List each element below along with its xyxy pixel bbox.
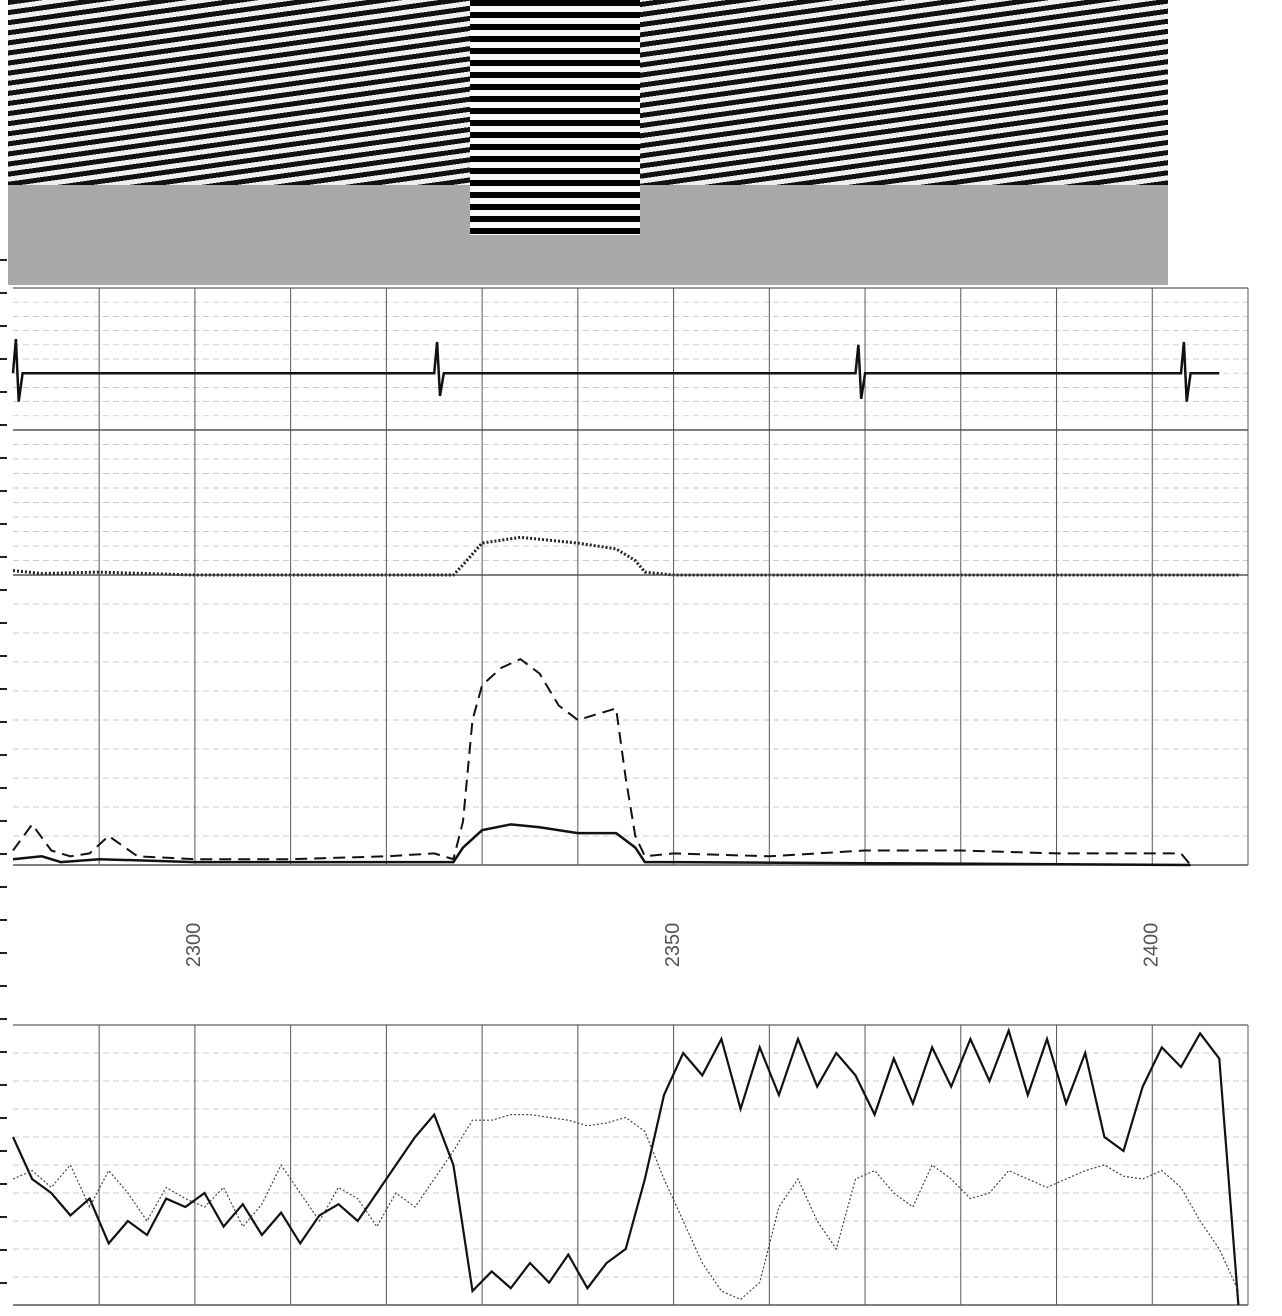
series-line: [12, 657, 1192, 866]
series-line: [12, 823, 1191, 867]
x-tick-label: 2350: [662, 923, 684, 968]
series-line: [12, 1114, 1239, 1301]
x-tick-label: 2300: [183, 923, 205, 968]
series-line: [12, 535, 1239, 577]
seismic-anomaly: [470, 0, 640, 235]
series-line: [11, 1027, 1240, 1306]
x-tick-label: 2400: [1141, 923, 1163, 968]
series-line: [11, 338, 1220, 402]
